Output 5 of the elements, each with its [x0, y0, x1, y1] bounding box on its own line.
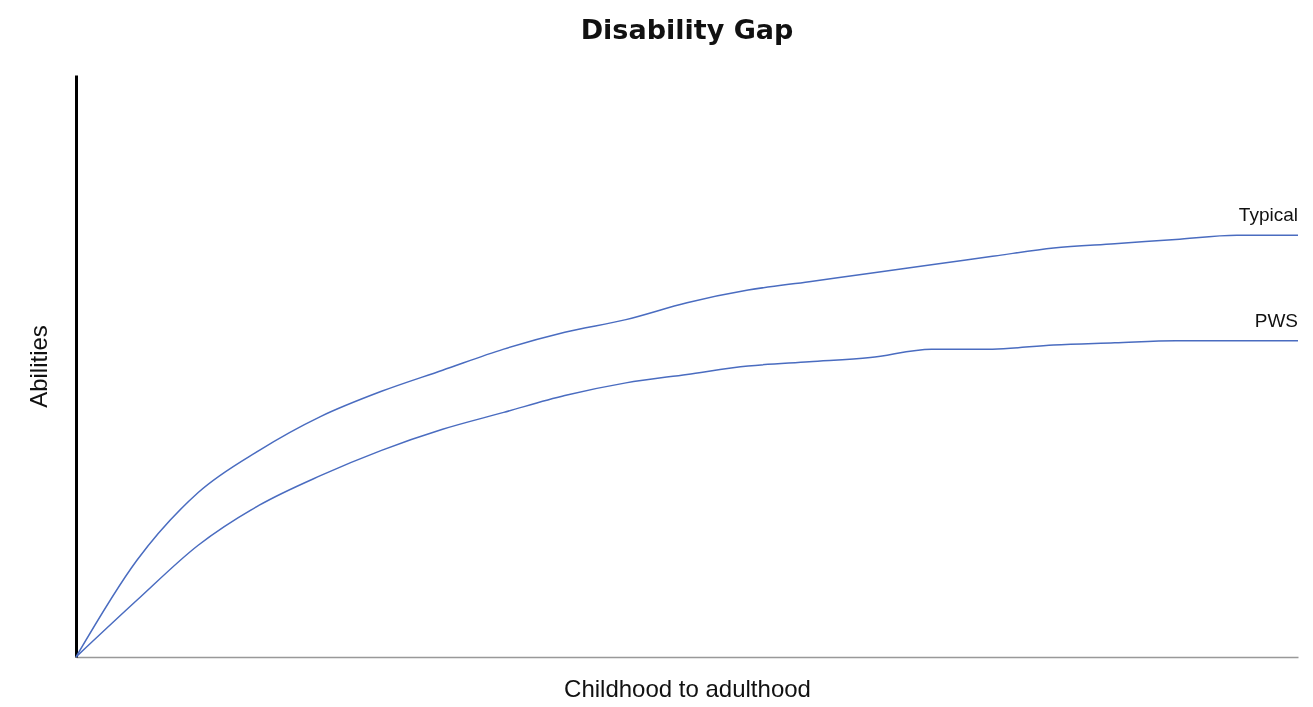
series-label: PWS — [1254, 309, 1298, 331]
y-axis-title: Abilities — [24, 325, 52, 408]
series-label: Typical — [1238, 204, 1298, 226]
x-axis-title: Childhood to adulthood — [564, 674, 811, 702]
chart-title: Disability Gap — [580, 14, 794, 45]
